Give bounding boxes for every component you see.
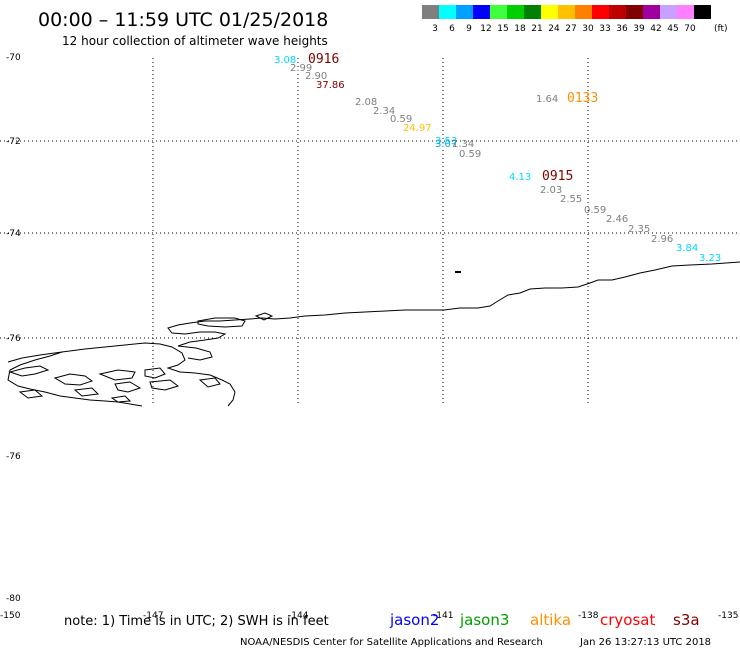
lat-label: -74 [6, 229, 21, 239]
lon-label: -150 [0, 611, 21, 621]
legend-label: 42 [650, 24, 661, 34]
lon-label: -144 [288, 611, 309, 621]
wave-height-label: 3.23 [699, 253, 721, 264]
legend-swatch [626, 5, 643, 19]
lat-label: -72 [6, 137, 21, 147]
wave-height-label: 3.08 [274, 55, 296, 66]
wave-height-label: 0.59 [459, 149, 481, 160]
legend-swatch [507, 5, 524, 19]
antarctic-coastline [7, 261, 740, 407]
satellite-jason2: jason2 [389, 611, 439, 629]
generated-timestamp: Jan 26 13:27:13 UTC 2018 [579, 637, 711, 648]
satellite-altika: altika [530, 611, 571, 629]
wave-height-label: 2.99 [290, 63, 312, 74]
legend-label: 36 [616, 24, 628, 34]
lat-label: -80 [6, 594, 21, 604]
lat-lon-grid [0, 58, 740, 405]
wave-height-label: 2.96 [651, 234, 673, 245]
legend-label: 24 [548, 24, 560, 34]
lon-label: -141 [433, 611, 453, 621]
legend-label: 9 [466, 24, 472, 34]
lat-label: -76 [6, 452, 21, 462]
legend-swatch [490, 5, 507, 19]
wave-height-label: 2.90 [305, 71, 327, 82]
wave-height-label: 2.08 [355, 97, 377, 108]
units-note: note: 1) Time is in UTC; 2) SWH is in fe… [64, 614, 329, 629]
pass-time-label: 0916 [308, 52, 339, 67]
legend-label: 21 [531, 24, 542, 34]
legend-label: 70 [684, 24, 696, 34]
wave-height-label: 2.46 [606, 214, 628, 225]
wave-height-label: 3.07 [435, 139, 457, 150]
lon-label: -135 [718, 611, 738, 621]
wave-height-label: 24.97 [403, 123, 432, 134]
legend-label: 12 [480, 24, 491, 34]
legend-label: 27 [565, 24, 576, 34]
legend-label: 6 [449, 24, 455, 34]
lon-label: -138 [578, 611, 599, 621]
wave-height-label: 1.34 [452, 139, 474, 150]
legend-swatch [643, 5, 660, 19]
wave-height-label: 2.35 [628, 224, 650, 235]
map-title: 00:00 – 11:59 UTC 01/25/2018 [38, 9, 328, 31]
legend-swatch [609, 5, 626, 19]
legend-label: 18 [514, 24, 526, 34]
legend-swatch [541, 5, 558, 19]
wave-height-label: 0.59 [584, 205, 606, 216]
wave-height-label: 3.84 [676, 243, 698, 254]
legend-swatch [422, 5, 439, 19]
legend-swatch [575, 5, 592, 19]
wave-height-label: 37.86 [316, 80, 345, 91]
legend-swatch [473, 5, 490, 19]
satellite-s3a: s3a [673, 611, 700, 629]
wave-height-label: 2.55 [560, 194, 582, 205]
legend-unit: (ft) [714, 24, 728, 34]
wave-height-label: 4.13 [509, 172, 531, 183]
wave-height-label: 3.53 [435, 136, 457, 147]
legend-label: 45 [667, 24, 678, 34]
legend-swatch [694, 5, 711, 19]
pass-time-label: 0133 [567, 91, 598, 106]
color-legend: 3 6 9 12 15 18 21 24 27 30 33 36 39 42 45 70 [422, 5, 711, 34]
legend-label: 30 [582, 24, 594, 34]
wave-height-label: 2.03 [540, 185, 562, 196]
wave-height-label: 1.64 [536, 94, 558, 105]
satellite-jason3: jason3 [459, 611, 509, 629]
legend-swatch [524, 5, 541, 19]
legend-label: 33 [599, 24, 610, 34]
lat-label: -76 [6, 334, 21, 344]
legend-swatch [677, 5, 694, 19]
legend-swatch [439, 5, 456, 19]
legend-label: 3 [432, 24, 438, 34]
satellite-legend: jason2 jason3 altika cryosat s3a [389, 611, 700, 629]
credit-line: NOAA/NESDIS Center for Satellite Applica… [240, 637, 543, 648]
wave-height-label: 0.59 [390, 114, 412, 125]
legend-swatch [558, 5, 575, 19]
legend-swatch [592, 5, 609, 19]
legend-swatch [456, 5, 473, 19]
legend-swatch [660, 5, 677, 19]
pass-time-label: 0915 [542, 169, 573, 184]
map-subtitle: 12 hour collection of altimeter wave hei… [62, 34, 328, 48]
satellite-cryosat: cryosat [600, 611, 655, 629]
lat-label: -70 [6, 53, 21, 63]
legend-label: 15 [497, 24, 508, 34]
wave-height-label: 2.34 [373, 106, 395, 117]
lon-label: -147 [143, 611, 163, 621]
legend-label: 39 [633, 24, 645, 34]
